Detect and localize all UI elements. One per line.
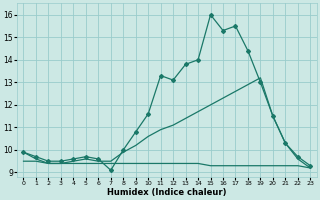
X-axis label: Humidex (Indice chaleur): Humidex (Indice chaleur) <box>107 188 227 197</box>
